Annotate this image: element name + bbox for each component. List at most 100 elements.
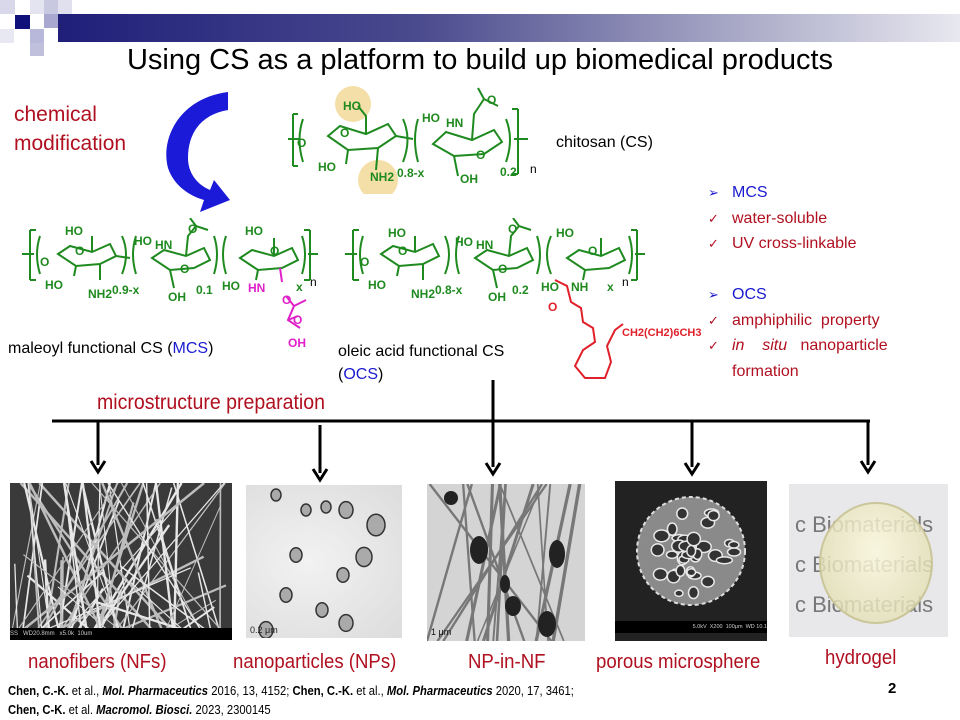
atom-label: NH [571,280,589,294]
caption-nanoparticles: nanoparticles (NPs) [233,651,397,673]
atom-label: 0.8-x [397,166,425,180]
particle [338,613,354,633]
atom-label: x [607,280,614,294]
fiber [172,483,224,640]
atom-label: HN [155,238,173,252]
atom-label: O [340,126,350,140]
property-item [708,257,888,283]
fiber [28,483,108,640]
bead [549,540,565,568]
scale-bar-text: 0.2 μm [250,625,278,635]
atom-label: O [498,262,508,276]
atom-label: HO [368,278,386,292]
atom-label: x [296,280,303,294]
atom-label: n [310,275,317,289]
particle [366,513,386,537]
check-bullet-icon: ✓ [708,236,719,251]
atom-label: HO [134,234,152,248]
atom-label: HO [388,226,406,240]
property-text: formation [732,362,799,380]
property-text: MCS [732,184,768,201]
citations: Chen, C.-K. et al., Mol. Pharmaceutics 2… [8,682,574,720]
property-text: water-soluble [732,209,828,227]
pore [675,564,686,577]
atom-label: HN [476,238,494,252]
citation-segment: Macromol. Biosci. [96,703,193,717]
particle [355,546,373,568]
fiber [119,483,157,640]
particle [289,547,303,563]
fiber [142,483,196,640]
atom-label: O [360,255,370,269]
atom-label: O [40,255,50,269]
bead [505,596,521,616]
label-text: maleoyl functional CS ( [8,340,173,357]
property-item: ➢ MCS [708,180,888,206]
citation-segment: 2016, 13, 4152; [208,684,293,698]
citation-segment: et al., [68,684,103,698]
pore [665,550,679,560]
atom-label: 0.8-x [435,283,463,297]
chemical-modification-label: chemical modification [14,100,126,158]
fiber [95,502,135,640]
atom-label: 0.2 [500,165,517,179]
fiber [436,484,548,641]
fiber [107,483,208,640]
atom-label: OH [488,290,506,304]
fiber [14,563,19,640]
bead [470,536,488,564]
ocs-label: oleic acid functional CS (OCS) [338,340,504,386]
chitosan-diagram [288,86,528,194]
atom-label: 0.2 [512,283,529,297]
atom-label: O [487,93,497,107]
fiber [495,484,507,641]
caption-porous-microsphere: porous microsphere [596,651,761,673]
fiber [172,483,180,640]
fiber [119,565,220,640]
fiber [101,483,168,640]
np-in-nf-image: 1 μm [427,484,585,641]
bead [444,491,458,505]
atom-label: HO [422,111,440,125]
fiber [27,483,131,640]
particle [338,500,354,520]
citation-segment: Mol. Pharmaceutics [102,684,209,698]
property-item: ✓ UV cross-linkable [708,231,888,257]
caption-nanofibers: nanofibers (NFs) [28,651,167,673]
citation-segment: et al., [353,684,387,698]
nanoparticles-image: 0.2 μm [246,485,402,638]
fiber [81,483,103,640]
fiber [551,484,582,641]
bead [538,611,556,637]
label-text: ) [208,340,214,357]
atom-label: OH [288,336,306,350]
label-text: ) [378,366,384,383]
atom-label: HO [65,224,83,238]
check-bullet-icon: ✓ [708,210,719,226]
arrow-bullet-icon: ➢ [708,287,719,302]
check-bullet-icon: ✓ [708,312,719,328]
scale-bar-text: SS WD20.8mm x5.0k 10um [10,628,232,640]
pore [676,507,689,521]
fibers-texture [10,483,231,640]
particle [258,620,274,638]
atom-label: O [297,136,307,150]
fiber [486,484,494,641]
atom-label: HN [446,116,464,130]
citation-segment: 2020, 17, 3461; [492,684,574,698]
ocs-diagram [345,218,645,379]
atom-label: NH2 [88,287,113,301]
pore [687,586,700,600]
property-item: ✓ water-soluble [708,206,888,232]
atom-label: O [75,244,85,258]
citation-segment: et al. [65,703,97,717]
pore [674,589,684,598]
atom-label: n [622,275,629,289]
particle [320,500,332,514]
fiber [65,483,124,640]
fiber [87,483,225,640]
pore [686,567,697,577]
atom-label: O [548,300,558,314]
check-bullet-icon: ✓ [708,338,719,353]
atom-label: HO [455,235,473,249]
